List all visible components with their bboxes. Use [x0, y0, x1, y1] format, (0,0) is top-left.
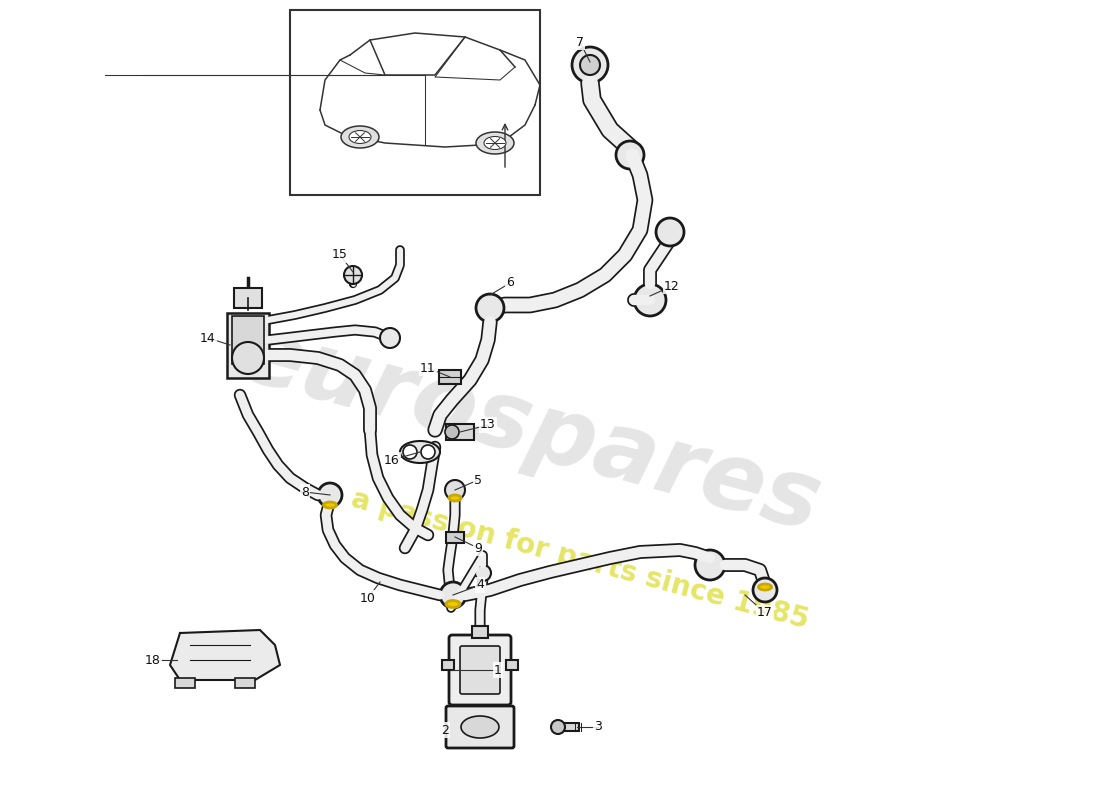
Ellipse shape — [476, 132, 514, 154]
Ellipse shape — [349, 130, 371, 143]
Bar — [234, 288, 262, 308]
Circle shape — [695, 550, 725, 580]
Text: 12: 12 — [664, 279, 680, 293]
Circle shape — [421, 445, 434, 459]
Circle shape — [403, 445, 417, 459]
Ellipse shape — [446, 601, 460, 607]
Circle shape — [440, 582, 466, 608]
Text: 6: 6 — [506, 277, 514, 290]
Circle shape — [344, 266, 362, 284]
FancyBboxPatch shape — [446, 706, 514, 748]
Circle shape — [318, 483, 342, 507]
Circle shape — [551, 720, 565, 734]
Text: a passion for parts since 1985: a passion for parts since 1985 — [348, 486, 812, 634]
Circle shape — [572, 47, 608, 83]
Bar — [506, 660, 518, 670]
Text: 16: 16 — [384, 454, 400, 466]
Bar — [232, 316, 264, 364]
Text: 15: 15 — [332, 249, 348, 262]
Text: 13: 13 — [480, 418, 496, 431]
Ellipse shape — [400, 441, 440, 463]
Bar — [446, 531, 464, 542]
Circle shape — [446, 480, 465, 500]
Bar — [442, 660, 454, 670]
Bar — [235, 678, 255, 688]
Circle shape — [634, 284, 665, 316]
Text: 11: 11 — [420, 362, 436, 374]
Text: 17: 17 — [757, 606, 773, 619]
Bar — [561, 723, 579, 731]
Bar — [446, 424, 474, 440]
Circle shape — [580, 55, 600, 75]
Polygon shape — [170, 630, 280, 680]
Circle shape — [656, 218, 684, 246]
Circle shape — [379, 328, 400, 348]
Text: 1: 1 — [494, 663, 502, 677]
Bar — [290, 10, 540, 195]
Text: eurospares: eurospares — [230, 308, 830, 552]
Circle shape — [476, 294, 504, 322]
Text: 5: 5 — [474, 474, 482, 486]
Ellipse shape — [323, 502, 337, 508]
Text: 2: 2 — [441, 723, 449, 737]
Text: 7: 7 — [576, 35, 584, 49]
Ellipse shape — [759, 584, 771, 590]
Circle shape — [616, 141, 644, 169]
FancyBboxPatch shape — [460, 646, 500, 694]
Ellipse shape — [461, 716, 499, 738]
Ellipse shape — [484, 137, 506, 150]
Ellipse shape — [449, 495, 461, 501]
Bar — [227, 313, 270, 378]
Text: 3: 3 — [594, 721, 602, 734]
Text: 18: 18 — [145, 654, 161, 666]
Text: 9: 9 — [474, 542, 482, 554]
Bar — [175, 678, 195, 688]
Circle shape — [754, 578, 777, 602]
Bar — [439, 370, 461, 384]
Circle shape — [475, 565, 491, 581]
FancyBboxPatch shape — [449, 635, 512, 705]
Text: 4: 4 — [476, 578, 484, 591]
Ellipse shape — [341, 126, 380, 148]
Text: 10: 10 — [360, 591, 376, 605]
Text: 8: 8 — [301, 486, 309, 498]
Bar — [472, 626, 488, 638]
Text: 14: 14 — [200, 331, 216, 345]
Circle shape — [446, 425, 459, 439]
Circle shape — [232, 342, 264, 374]
